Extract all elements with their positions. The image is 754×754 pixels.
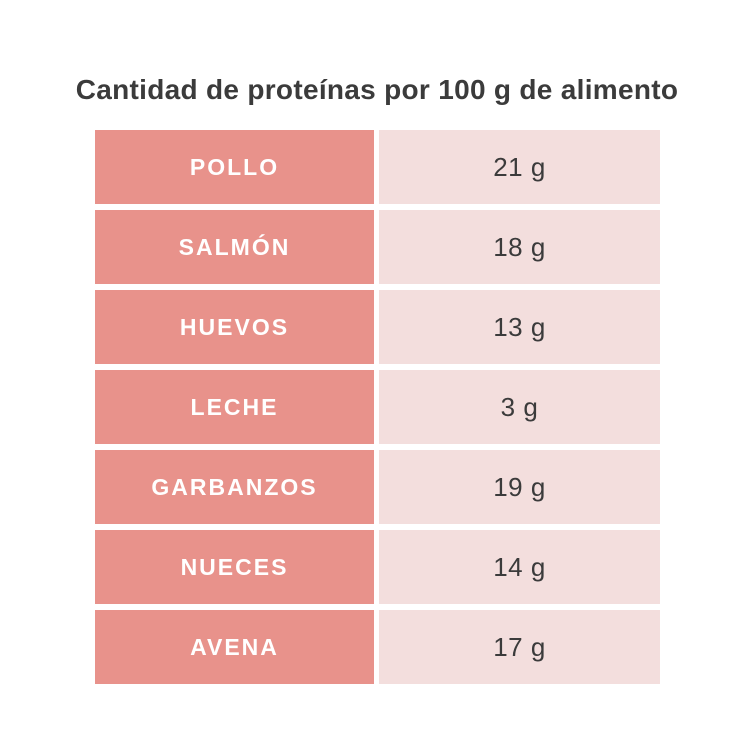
value-cell-pollo: 21 g [379, 130, 660, 204]
value-cell-nueces: 14 g [379, 530, 660, 604]
food-cell-pollo: POLLO [95, 130, 374, 204]
food-cell-avena: AVENA [95, 610, 374, 684]
value-cell-salmon: 18 g [379, 210, 660, 284]
food-cell-nueces: NUECES [95, 530, 374, 604]
page-title: Cantidad de proteínas por 100 g de alime… [75, 74, 679, 105]
food-cell-garbanzos: GARBANZOS [95, 450, 374, 524]
food-cell-huevos: HUEVOS [95, 290, 374, 364]
value-cell-huevos: 13 g [379, 290, 660, 364]
value-cell-garbanzos: 19 g [379, 450, 660, 524]
protein-table: POLLO 21 g SALMÓN 18 g HUEVOS 13 g LECHE… [95, 130, 660, 684]
food-cell-salmon: SALMÓN [95, 210, 374, 284]
value-cell-avena: 17 g [379, 610, 660, 684]
food-cell-leche: LECHE [95, 370, 374, 444]
value-cell-leche: 3 g [379, 370, 660, 444]
